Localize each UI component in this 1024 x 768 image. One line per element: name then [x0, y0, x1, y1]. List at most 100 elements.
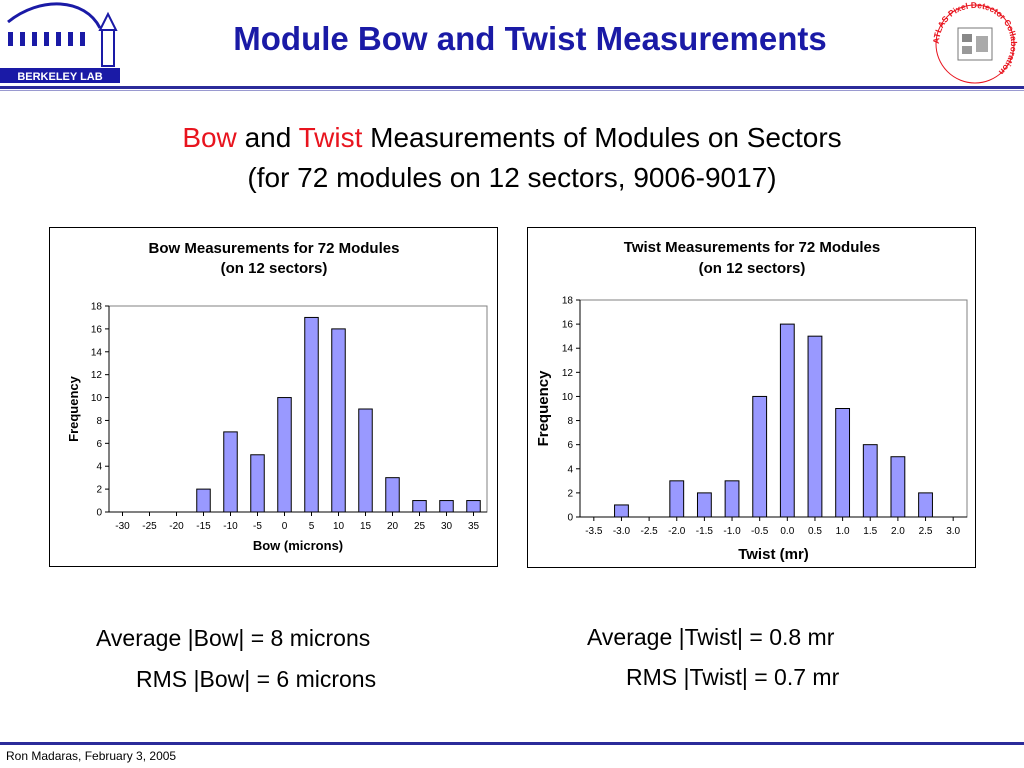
twist-chart-bar — [918, 492, 933, 518]
twist-chart-ytick-label: 12 — [562, 368, 574, 379]
twist-chart-xtick-label: 2.5 — [919, 526, 933, 537]
berkeley-lab-logo: BERKELEY LAB — [0, 0, 140, 86]
twist-chart-ytick-label: 0 — [567, 513, 573, 524]
twist-chart-bar — [890, 456, 906, 518]
twist-chart-xtick-label: -3.0 — [613, 526, 631, 537]
header-divider-thin — [0, 90, 1024, 91]
bow-chart-xtick-label: 30 — [441, 521, 453, 532]
twist-chart-xtick-label: -1.0 — [723, 526, 741, 537]
bow-chart-xtick-label: -15 — [196, 521, 211, 532]
twist-chart-bar — [614, 504, 629, 518]
atlas-logo: ATLAS Pixel Detector Collaboration — [930, 0, 1020, 86]
twist-chart-xtick-label: 3.0 — [946, 526, 960, 537]
bow-chart-bar — [250, 454, 265, 513]
bow-chart-ytick-label: 16 — [91, 324, 103, 335]
twist-chart-bar — [696, 492, 712, 518]
bow-chart: Bow Measurements for 72 Modules (on 12 se… — [49, 227, 498, 567]
twist-average: Average |Twist| = 0.8 mr — [587, 624, 835, 650]
bow-chart-ytick-label: 2 — [96, 485, 102, 496]
twist-chart-xtick-label: 1.5 — [863, 526, 877, 537]
bow-chart-bar — [466, 500, 481, 513]
twist-chart-xtick-label: -0.5 — [751, 526, 769, 537]
twist-chart-xtick-label: 0.0 — [780, 526, 794, 537]
berkeley-lab-logo-text: BERKELEY LAB — [17, 71, 102, 83]
bow-average: Average |Bow| = 8 microns — [96, 625, 371, 651]
bow-chart-bar — [223, 431, 238, 513]
bow-chart-bar — [304, 316, 319, 513]
bow-chart-svg: Bow Measurements for 72 Modules (on 12 se… — [66, 240, 488, 553]
bow-chart-xtick-label: 0 — [282, 521, 288, 532]
twist-chart-x-axis-label: Twist (mr) — [738, 546, 809, 563]
twist-chart-bar — [862, 444, 878, 518]
bow-chart-y-axis-label: Frequency — [66, 375, 81, 442]
bow-chart-xtick-label: 25 — [414, 521, 426, 532]
bow-chart-bar — [439, 500, 454, 513]
bow-chart-bar — [358, 408, 373, 513]
twist-chart-ytick-label: 18 — [562, 296, 574, 307]
bow-chart-xtick-label: -20 — [169, 521, 184, 532]
twist-chart-xtick-label: -1.5 — [696, 526, 714, 537]
twist-chart-bar — [669, 480, 685, 518]
bow-chart-xtick-label: -30 — [115, 521, 130, 532]
bow-chart-ytick-label: 6 — [96, 439, 102, 450]
header-divider — [0, 86, 1024, 89]
bow-chart-bar — [196, 488, 211, 513]
subtitle-bow-word: Bow — [182, 122, 237, 153]
twist-chart-ytick-label: 8 — [567, 416, 573, 427]
twist-chart-xtick-label: 1.0 — [836, 526, 850, 537]
twist-chart-ytick-label: 10 — [562, 392, 574, 403]
bow-chart-bar — [385, 477, 400, 513]
bow-chart-xtick-label: 5 — [309, 521, 315, 532]
subtitle-rest: Measurements of Modules on Sectors — [370, 122, 842, 153]
subtitle-and-word: and — [244, 122, 292, 153]
bow-chart-xtick-label: -5 — [253, 521, 262, 532]
bow-rms: RMS |Bow| = 6 microns — [136, 666, 377, 692]
twist-chart-ytick-label: 2 — [567, 488, 573, 499]
twist-chart-xtick-label: -2.0 — [668, 526, 686, 537]
twist-chart-bar — [752, 395, 768, 518]
footer-divider — [0, 742, 1024, 745]
footer-text: Ron Madaras, February 3, 2005 — [6, 749, 177, 763]
twist-chart-ytick-label: 16 — [562, 320, 574, 331]
twist-chart-svg: Twist Measurements for 72 Modules (on 12 … — [535, 239, 968, 563]
bow-chart-x-axis-label: Bow (microns) — [253, 538, 343, 553]
twist-chart-bar — [807, 335, 823, 518]
slide-subtitle: Bow and Twist Measurements of Modules on… — [60, 122, 964, 154]
twist-chart-plot-area — [579, 299, 968, 518]
twist-chart-ytick-label: 6 — [567, 440, 573, 451]
bow-chart-xtick-label: -10 — [223, 521, 238, 532]
bow-chart-plot-area — [108, 305, 488, 513]
bow-chart-ytick-label: 8 — [96, 416, 102, 427]
twist-rms: RMS |Twist| = 0.7 mr — [626, 664, 840, 690]
bow-chart-xtick-label: 15 — [360, 521, 372, 532]
bow-chart-ytick-label: 18 — [91, 302, 103, 313]
bow-chart-bar — [331, 328, 346, 513]
bow-chart-xtick-label: 20 — [387, 521, 399, 532]
bow-chart-xtick-label: 10 — [333, 521, 345, 532]
bow-chart-subtitle: (on 12 sectors) — [221, 260, 328, 277]
bow-chart-ytick-label: 14 — [91, 347, 103, 358]
bow-chart-xtick-label: -25 — [142, 521, 157, 532]
bow-chart-bar — [277, 397, 292, 513]
twist-chart-xtick-label: -2.5 — [640, 526, 658, 537]
twist-chart-bar — [835, 408, 851, 518]
bow-chart-ytick-label: 12 — [91, 370, 103, 381]
page-title: Module Bow and Twist Measurements — [233, 20, 827, 57]
bow-chart-title: Bow Measurements for 72 Modules — [149, 240, 400, 257]
twist-chart-xtick-label: 2.0 — [891, 526, 905, 537]
twist-chart-bar — [779, 323, 795, 518]
twist-chart-xtick-label: 0.5 — [808, 526, 822, 537]
twist-chart-title: Twist Measurements for 72 Modules — [624, 239, 880, 256]
bow-chart-bar — [412, 500, 427, 513]
subtitle-twist-word: Twist — [298, 122, 363, 153]
twist-chart-y-axis-label: Frequency — [535, 370, 552, 447]
twist-chart-ytick-label: 14 — [562, 344, 574, 355]
twist-chart-ytick-label: 4 — [567, 464, 573, 475]
twist-chart: Twist Measurements for 72 Modules (on 12 … — [527, 227, 976, 568]
twist-chart-bar — [724, 480, 740, 518]
bow-chart-xtick-label: 35 — [468, 521, 480, 532]
bow-chart-ytick-label: 0 — [96, 508, 102, 519]
twist-chart-xtick-label: -3.5 — [585, 526, 603, 537]
bow-chart-ytick-label: 10 — [91, 393, 103, 404]
slide-subtitle-line2: (for 72 modules on 12 sectors, 9006-9017… — [247, 162, 777, 193]
